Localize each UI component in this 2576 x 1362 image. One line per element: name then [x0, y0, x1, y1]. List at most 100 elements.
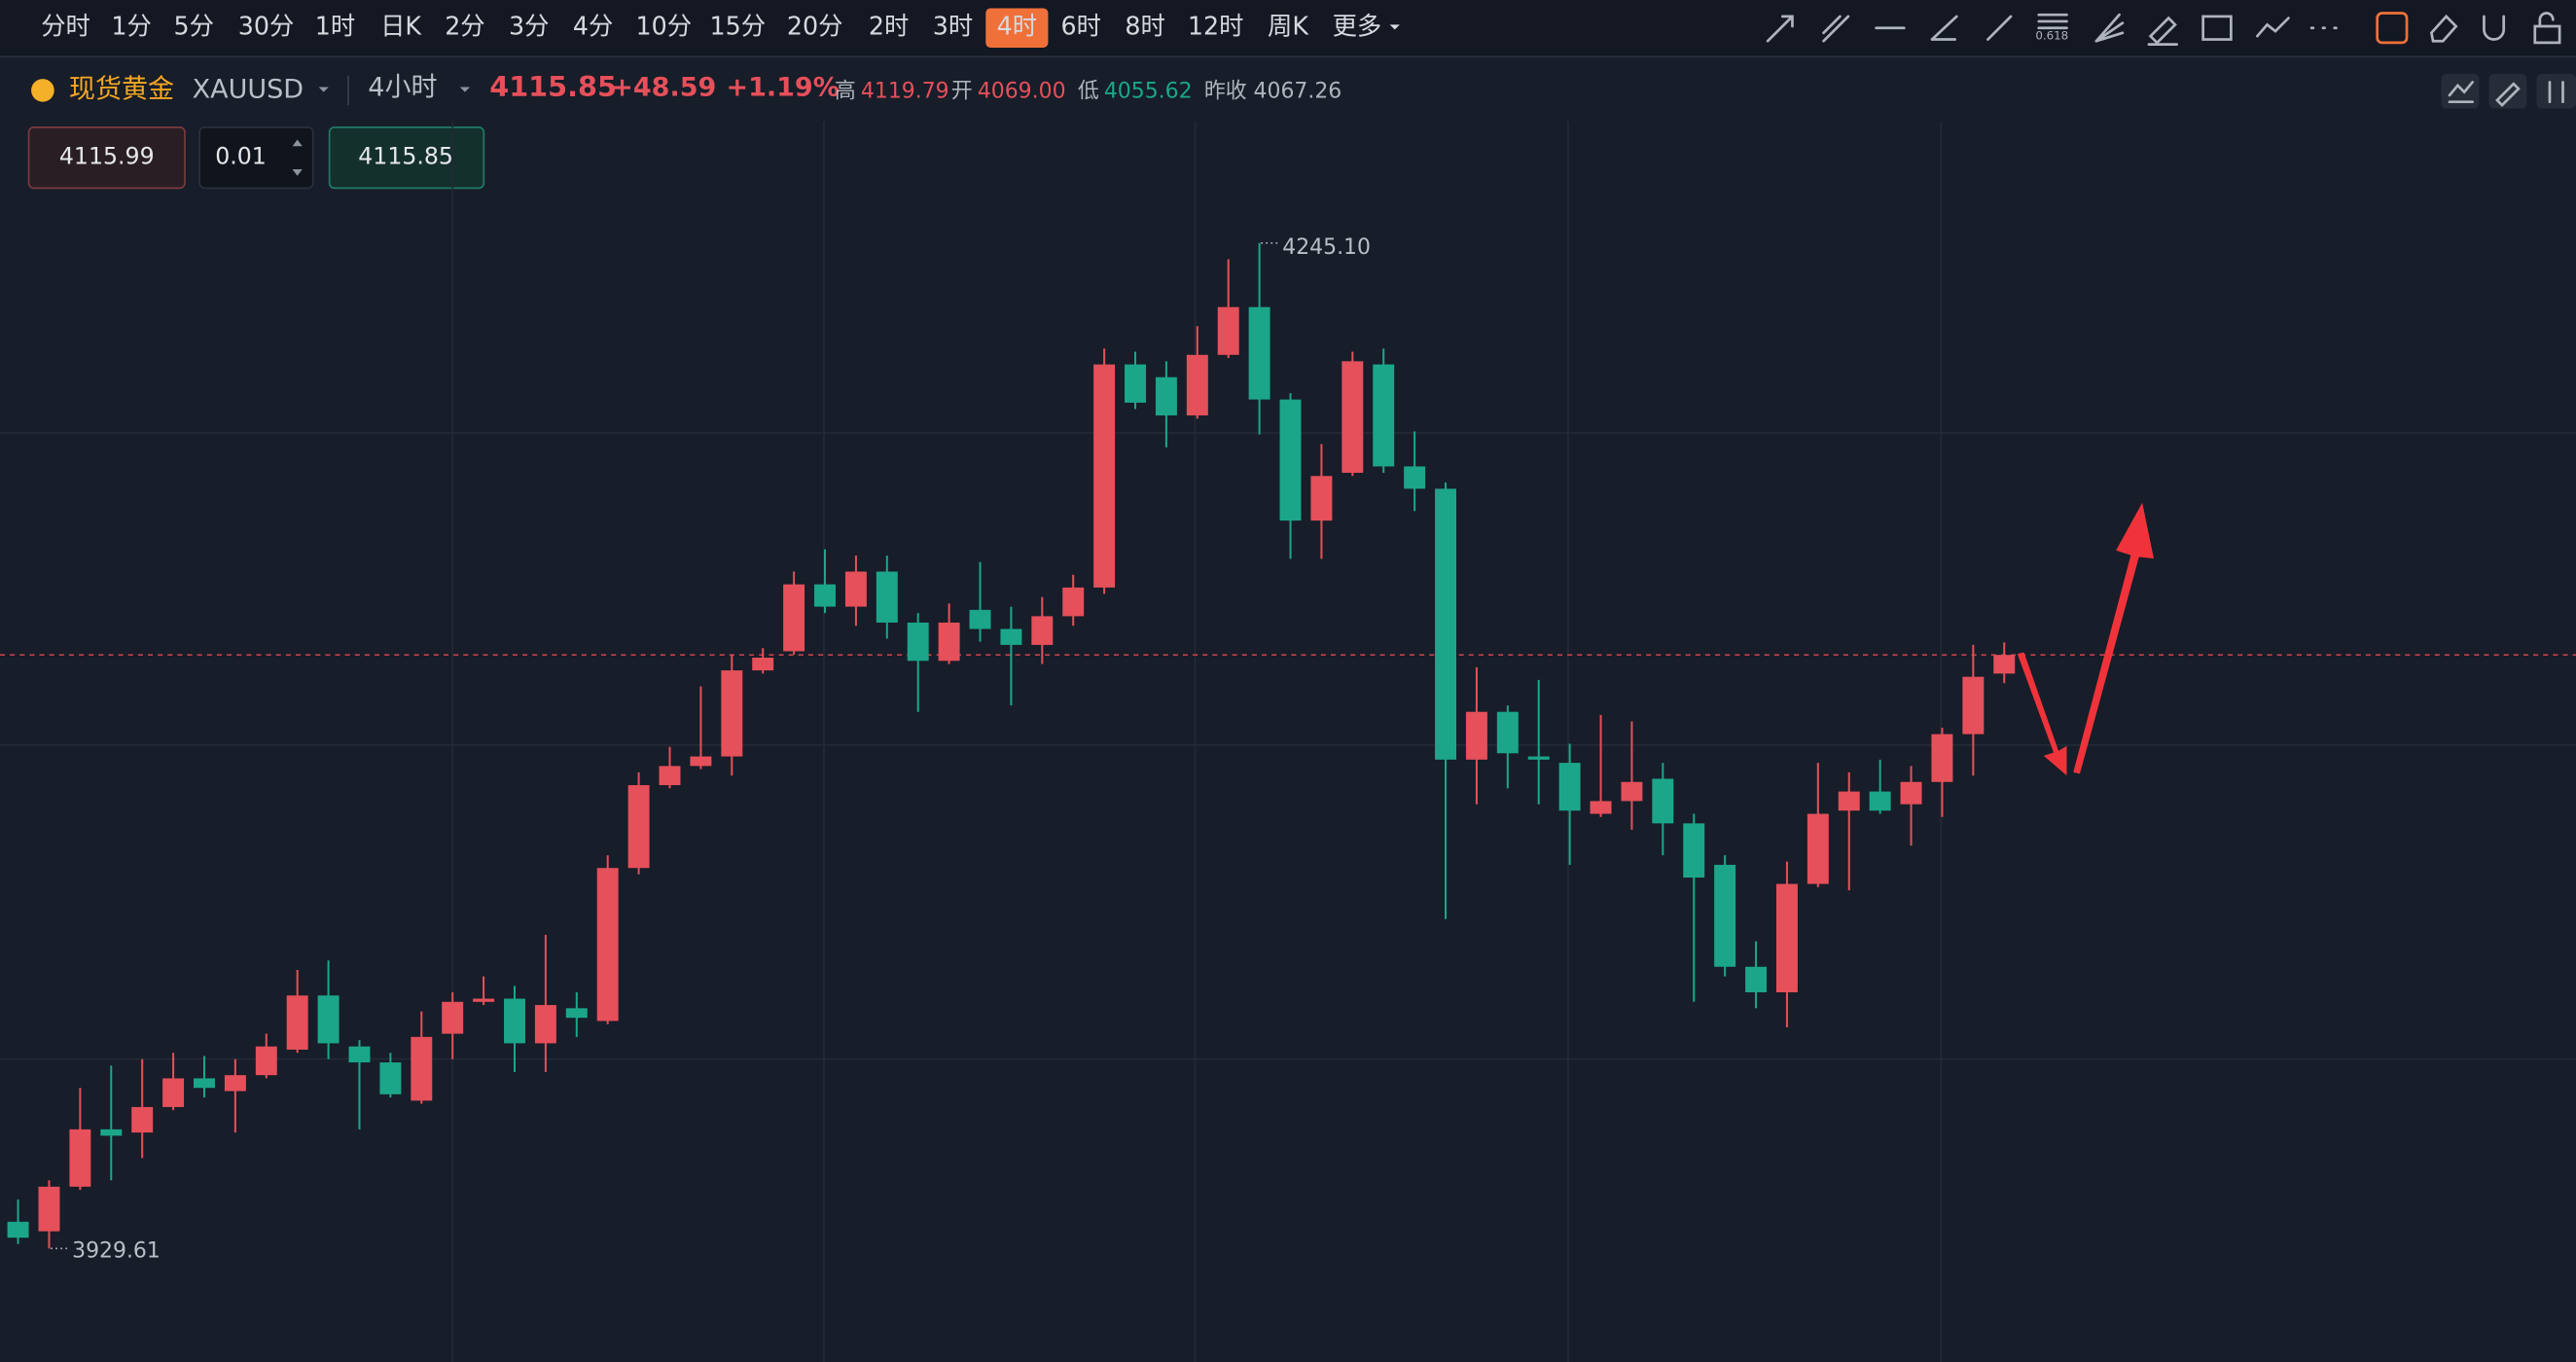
candle-body: [534, 1005, 556, 1044]
dropdown-caret: [1389, 24, 1400, 30]
symbol-code[interactable]: XAUUSD: [193, 74, 304, 104]
tool-pattern[interactable]: [2256, 17, 2290, 38]
period-tab[interactable]: 更多: [1333, 12, 1382, 41]
tool-arrow[interactable]: [1766, 15, 1794, 43]
candle-body: [783, 584, 805, 652]
candle-body: [565, 1008, 588, 1019]
interval[interactable]: 4小时: [368, 73, 437, 103]
period-tab[interactable]: 周K: [1268, 12, 1309, 41]
candle-body: [969, 609, 991, 629]
period-tabs: 分时 1分 5分 30分 1时 日K 2分 3分 4分 10分 15分 20分 2时 3时 4时 6时 8时 12…: [41, 8, 1400, 48]
ask-box[interactable]: [328, 126, 485, 190]
tool-fib[interactable]: [2037, 13, 2068, 30]
candle-body: [1683, 823, 1705, 878]
candle-body: [1652, 778, 1674, 824]
candle-body: [721, 670, 743, 757]
candle-body: [1155, 376, 1177, 416]
candle-body: [100, 1129, 123, 1136]
pen-icon: [2495, 82, 2521, 107]
candle-body: [1621, 781, 1643, 802]
active-tab: [985, 8, 1049, 48]
dropdown-caret: [459, 87, 470, 92]
tool-trend[interactable]: [1930, 15, 1958, 41]
tool-segment[interactable]: [1986, 15, 2013, 41]
period-tab[interactable]: 1分: [111, 12, 151, 41]
period-tab[interactable]: 20分: [787, 12, 843, 41]
period-tab[interactable]: 15分: [709, 12, 766, 41]
candle-body: [38, 1186, 60, 1232]
candle-body: [1186, 354, 1208, 416]
high-value: 4119.79: [861, 80, 949, 104]
period-tab[interactable]: 3分: [509, 12, 549, 41]
quantity-box[interactable]: [198, 126, 314, 190]
grid: [0, 121, 2576, 1362]
candle-button[interactable]: [2536, 73, 2576, 109]
period-tab[interactable]: 2时: [869, 12, 909, 41]
symbol-name[interactable]: 现货黄金: [69, 74, 174, 104]
tool-image[interactable]: [2201, 15, 2233, 41]
candle-body: [1342, 361, 1364, 473]
candle-body: [1465, 711, 1487, 760]
tool-fan[interactable]: [2094, 13, 2125, 43]
candle-body: [1962, 676, 1985, 735]
arrow-up: [2073, 502, 2154, 774]
candle-body: [1217, 306, 1239, 355]
candle-body: [411, 1036, 433, 1101]
candle-body: [442, 1001, 464, 1034]
period-tab[interactable]: 10分: [635, 12, 692, 41]
candle-body: [1869, 791, 1891, 811]
fib-icon: 0.618: [2035, 29, 2068, 43]
period-tab[interactable]: 1时: [315, 12, 355, 41]
period-tab[interactable]: 分时: [41, 12, 90, 41]
tool-eraser[interactable]: [2429, 14, 2458, 43]
tool-edit[interactable]: [2376, 12, 2409, 45]
open-label: 开: [951, 80, 973, 104]
candle-body: [1900, 781, 1922, 805]
period-tab[interactable]: 4时: [997, 12, 1037, 41]
candle-body: [69, 1129, 91, 1187]
period-tab[interactable]: 5分: [174, 12, 214, 41]
order-panel: 4115.99 0.01 4115.85: [27, 126, 485, 190]
tool-lock[interactable]: [2533, 12, 2561, 45]
candle-body: [1435, 488, 1456, 760]
open-value: 4069.00: [978, 80, 1066, 104]
candle-body: [596, 868, 619, 1022]
candles: 4245.10 3929.61: [0, 235, 2576, 1264]
candle-body: [938, 622, 960, 662]
candle-body: [1310, 476, 1333, 521]
bid-box[interactable]: [27, 126, 186, 190]
period-tab[interactable]: 6时: [1060, 12, 1100, 41]
dropdown-caret: [318, 87, 329, 92]
low-label: 低: [1078, 80, 1099, 104]
indicator-icon: [2448, 81, 2474, 104]
candle-body: [1807, 813, 1829, 884]
candle-body: [286, 995, 308, 1050]
candle-body: [1373, 364, 1395, 467]
period-tab[interactable]: 30分: [238, 12, 295, 41]
candle-body: [1993, 655, 2016, 674]
indicator-button[interactable]: [2441, 73, 2480, 109]
candle-body: [1496, 711, 1519, 754]
candle-body: [1838, 791, 1860, 811]
tool-brush[interactable]: [2147, 16, 2178, 46]
period-tab[interactable]: 2分: [445, 12, 484, 41]
period-tab[interactable]: 3时: [933, 12, 973, 41]
candle-body: [907, 622, 929, 662]
period-tab[interactable]: 日K: [380, 12, 422, 41]
tool-ray[interactable]: [1822, 15, 1850, 43]
candle-body: [1279, 399, 1302, 521]
candle-body: [224, 1075, 246, 1092]
candle-body: [473, 998, 495, 1002]
period-tab[interactable]: 8时: [1125, 12, 1164, 41]
period-tab[interactable]: 12时: [1188, 12, 1244, 41]
candle-body: [1062, 587, 1085, 617]
period-tab[interactable]: 4分: [573, 12, 613, 41]
candle-body: [255, 1046, 277, 1076]
quantity[interactable]: 0.01: [215, 143, 267, 170]
symbol-header: 现货黄金 XAUUSD 4小时 4115.85 +48.59 +1.19% 高 …: [31, 70, 2576, 109]
tool-magnet[interactable]: [2483, 15, 2506, 41]
candle-body: [814, 584, 836, 607]
